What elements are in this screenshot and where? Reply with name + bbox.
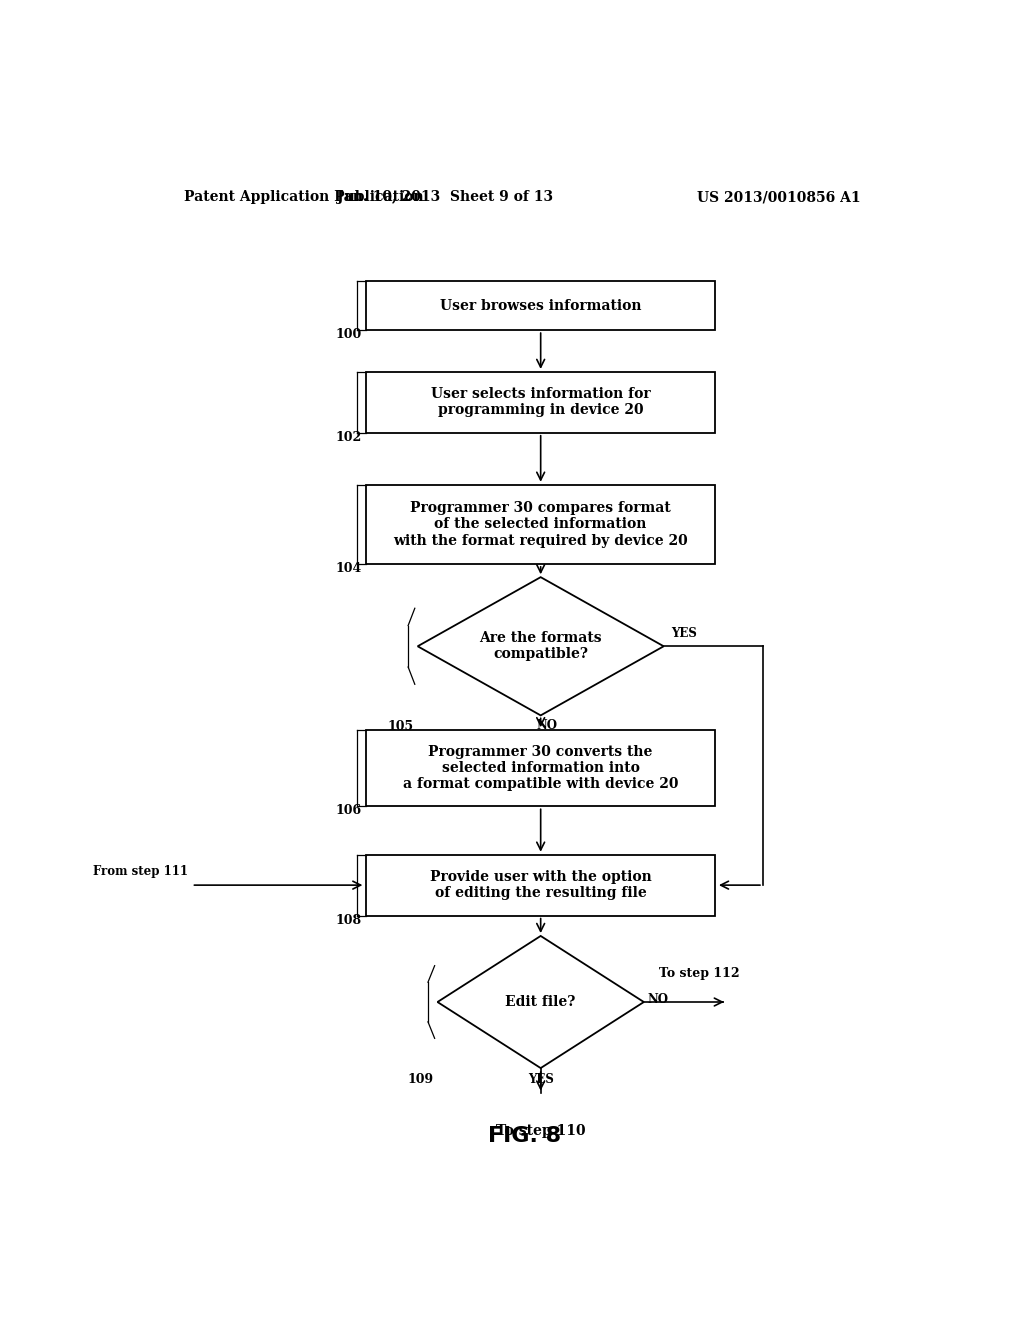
Text: Provide user with the option
of editing the resulting file: Provide user with the option of editing …: [430, 870, 651, 900]
Text: YES: YES: [672, 627, 697, 640]
Text: 104: 104: [336, 562, 362, 576]
FancyBboxPatch shape: [367, 484, 715, 564]
FancyBboxPatch shape: [367, 854, 715, 916]
FancyBboxPatch shape: [367, 281, 715, 330]
Text: FIG. 8: FIG. 8: [488, 1126, 561, 1146]
Text: From step 111: From step 111: [92, 865, 187, 878]
Text: 106: 106: [336, 804, 362, 817]
Text: 108: 108: [336, 913, 362, 927]
Text: 102: 102: [336, 430, 362, 444]
Text: Programmer 30 compares format
of the selected information
with the format requir: Programmer 30 compares format of the sel…: [393, 502, 688, 548]
Text: US 2013/0010856 A1: US 2013/0010856 A1: [697, 190, 860, 205]
Text: NO: NO: [537, 719, 557, 733]
FancyBboxPatch shape: [367, 730, 715, 807]
Text: User selects information for
programming in device 20: User selects information for programming…: [431, 387, 650, 417]
Text: To step 112: To step 112: [659, 966, 739, 979]
Text: Jan. 10, 2013  Sheet 9 of 13: Jan. 10, 2013 Sheet 9 of 13: [337, 190, 554, 205]
Text: User browses information: User browses information: [440, 298, 641, 313]
Text: 109: 109: [408, 1073, 433, 1086]
Polygon shape: [437, 936, 644, 1068]
Text: 105: 105: [387, 721, 414, 734]
Text: YES: YES: [527, 1073, 554, 1086]
Polygon shape: [418, 577, 664, 715]
Text: Patent Application Publication: Patent Application Publication: [183, 190, 423, 205]
Text: To step 110: To step 110: [496, 1125, 586, 1138]
Text: NO: NO: [648, 994, 669, 1006]
Text: Programmer 30 converts the
selected information into
a format compatible with de: Programmer 30 converts the selected info…: [402, 744, 679, 792]
Text: 100: 100: [336, 329, 362, 341]
FancyBboxPatch shape: [367, 372, 715, 433]
Text: Edit file?: Edit file?: [506, 995, 575, 1008]
Text: Are the formats
compatible?: Are the formats compatible?: [479, 631, 602, 661]
